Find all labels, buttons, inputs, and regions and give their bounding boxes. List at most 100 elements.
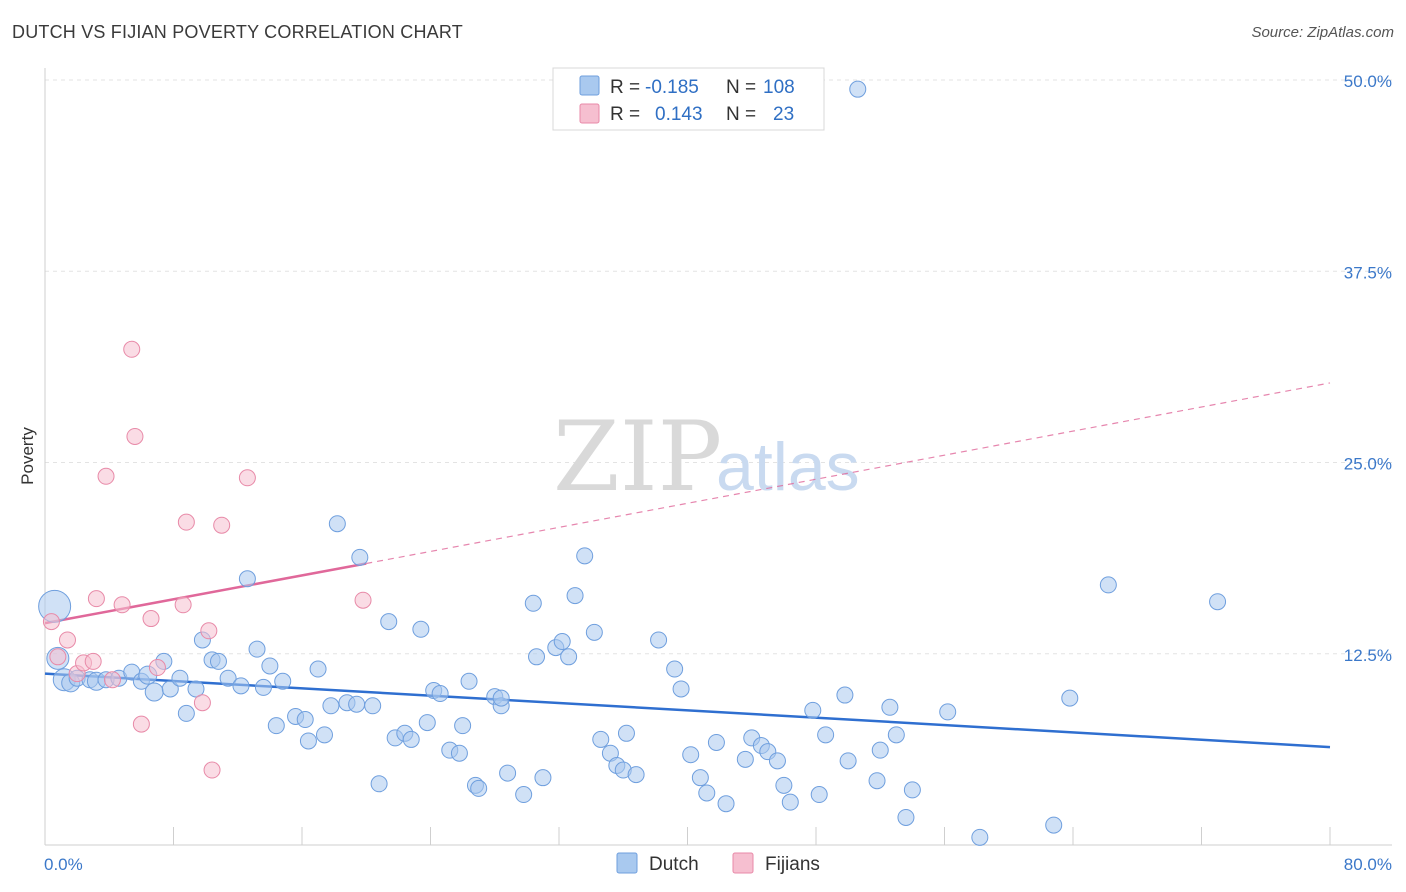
dutch-point-91 bbox=[817, 726, 835, 744]
dutch-point-99 bbox=[897, 808, 915, 826]
legend-box: R = -0.185 N = 108 R = 0.143 N = 23 bbox=[552, 67, 825, 131]
dutch-point-72 bbox=[617, 724, 635, 742]
legend-n-value-fijians: 23 bbox=[773, 104, 794, 125]
dutch-point-102 bbox=[971, 828, 989, 846]
dutch-point-76 bbox=[672, 680, 690, 698]
legend-r-label-dutch: R = bbox=[610, 77, 640, 98]
dutch-point-22 bbox=[232, 677, 250, 695]
dutch-point-94 bbox=[849, 80, 867, 98]
dutch-point-80 bbox=[707, 733, 725, 751]
legend-r-value-dutch: -0.185 bbox=[645, 77, 699, 98]
y-tick-label-0: 12.5% bbox=[1344, 646, 1392, 665]
bottom-legend: Dutch Fijians bbox=[616, 852, 820, 875]
dutch-point-23 bbox=[238, 570, 256, 588]
dutch-point-88 bbox=[781, 793, 799, 811]
dutch-point-48 bbox=[431, 685, 449, 703]
dutch-point-90 bbox=[810, 786, 828, 804]
x-tick-label-0: 0.0% bbox=[44, 855, 83, 874]
dutch-point-50 bbox=[450, 744, 468, 762]
dutch-point-58 bbox=[515, 786, 533, 804]
dutch-point-101 bbox=[939, 703, 957, 721]
dutch-point-98 bbox=[887, 726, 905, 744]
dutch-point-24 bbox=[248, 640, 266, 658]
dutch-point-60 bbox=[528, 648, 546, 666]
dutch-point-103 bbox=[1045, 816, 1063, 834]
dutch-point-54 bbox=[470, 779, 488, 797]
fijians-point-13 bbox=[174, 596, 192, 614]
fijians-point-12 bbox=[142, 610, 160, 628]
bottom-legend-label-dutch: Dutch bbox=[649, 854, 699, 875]
dutch-point-17 bbox=[187, 680, 205, 698]
fijians-trend-line bbox=[44, 562, 367, 625]
fijians-point-20 bbox=[97, 467, 115, 485]
dutch-point-63 bbox=[553, 633, 571, 651]
chart-source: Source: ZipAtlas.com bbox=[1251, 24, 1394, 41]
dutch-point-64 bbox=[560, 648, 578, 666]
dutch-point-86 bbox=[768, 752, 786, 770]
dutch-point-68 bbox=[592, 730, 610, 748]
data-points bbox=[38, 80, 1227, 846]
dutch-point-59 bbox=[524, 594, 542, 612]
dutch-point-27 bbox=[267, 717, 285, 735]
fijians-point-14 bbox=[177, 513, 195, 531]
legend-swatch-dutch bbox=[579, 75, 600, 96]
fijians-point-2 bbox=[58, 631, 76, 649]
dutch-point-95 bbox=[868, 772, 886, 790]
axes bbox=[44, 68, 1392, 846]
dutch-point-31 bbox=[299, 732, 317, 750]
watermark: ZIP atlas bbox=[553, 401, 860, 513]
fijians-point-9 bbox=[123, 340, 141, 358]
dutch-point-14 bbox=[161, 680, 179, 698]
dutch-point-77 bbox=[682, 746, 700, 764]
y-tick-label-2: 37.5% bbox=[1344, 263, 1392, 282]
dutch-point-41 bbox=[380, 613, 398, 631]
y-tick-label-3: 50.0% bbox=[1344, 72, 1392, 91]
chart-title: DUTCH VS FIJIAN POVERTY CORRELATION CHAR… bbox=[12, 22, 463, 42]
dutch-point-67 bbox=[585, 623, 603, 641]
fijians-point-15 bbox=[193, 694, 211, 712]
legend-n-label-fijians: N = bbox=[726, 104, 756, 125]
fijians-point-18 bbox=[213, 516, 231, 534]
gridlines bbox=[45, 79, 1392, 655]
dutch-point-44 bbox=[402, 730, 420, 748]
y-axis-label: Poverty bbox=[18, 427, 37, 485]
dutch-point-20 bbox=[209, 652, 227, 670]
legend-r-label-fijians: R = bbox=[610, 104, 640, 125]
dutch-point-89 bbox=[804, 701, 822, 719]
legend-swatch-fijians bbox=[579, 103, 600, 124]
dutch-point-52 bbox=[460, 672, 478, 690]
bottom-legend-label-fijians: Fijians bbox=[765, 854, 820, 875]
watermark-atlas: atlas bbox=[716, 429, 860, 505]
dutch-point-78 bbox=[691, 769, 709, 787]
y-tick-labels: 12.5% 25.0% 37.5% 50.0% bbox=[1344, 72, 1392, 665]
fijians-point-7 bbox=[103, 671, 121, 689]
dutch-point-81 bbox=[717, 795, 735, 813]
dutch-point-73 bbox=[627, 766, 645, 784]
dutch-point-104 bbox=[1061, 689, 1079, 707]
dutch-point-97 bbox=[881, 698, 899, 716]
fijians-point-16 bbox=[200, 622, 218, 640]
dutch-point-74 bbox=[650, 631, 668, 649]
fijians-point-8 bbox=[113, 596, 131, 614]
x-tick-label-1: 80.0% bbox=[1344, 855, 1392, 874]
fijians-point-21 bbox=[354, 591, 372, 609]
dutch-point-39 bbox=[364, 697, 382, 715]
dutch-point-79 bbox=[698, 784, 716, 802]
dutch-point-16 bbox=[177, 704, 195, 722]
legend-n-value-dutch: 108 bbox=[763, 77, 795, 98]
bottom-legend-swatch-fijians bbox=[732, 852, 754, 874]
fijians-point-10 bbox=[126, 427, 144, 445]
dutch-point-92 bbox=[836, 686, 854, 704]
dutch-point-35 bbox=[328, 515, 346, 533]
dutch-point-57 bbox=[499, 764, 517, 782]
dutch-point-46 bbox=[418, 714, 436, 732]
fijians-point-11 bbox=[132, 715, 150, 733]
dutch-point-75 bbox=[666, 660, 684, 678]
dutch-point-45 bbox=[412, 620, 430, 638]
fijians-trend-extension bbox=[366, 382, 1331, 565]
watermark-zip: ZIP bbox=[553, 401, 722, 513]
bottom-legend-swatch-dutch bbox=[616, 852, 638, 874]
dutch-point-82 bbox=[736, 750, 754, 768]
fijians-point-6 bbox=[87, 590, 105, 608]
